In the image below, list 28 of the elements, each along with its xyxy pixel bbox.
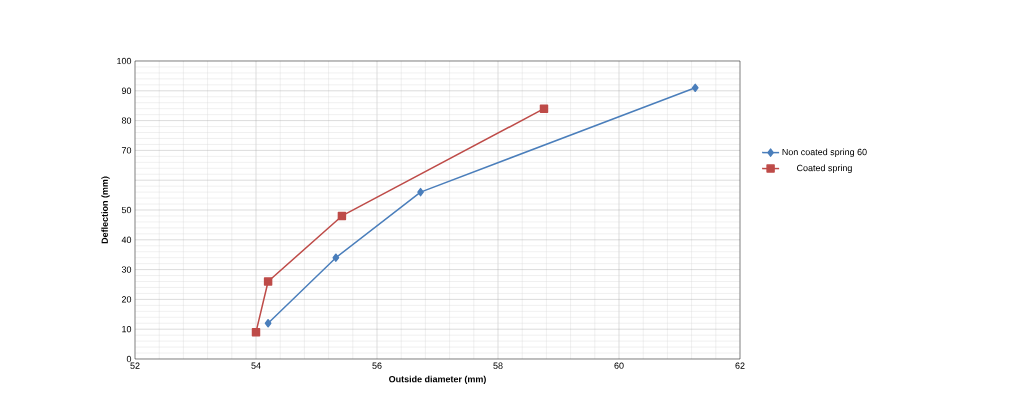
point [263,277,273,286]
y-tick-label: 40 [121,236,132,243]
legend-label: Coated spring [797,164,852,173]
x-tick-label: 60 [614,362,624,369]
x-tick-label: 54 [251,362,261,369]
x-tick-label: 58 [493,362,503,369]
y-tick-label: 30 [121,266,132,273]
y-tick-label: 90 [121,87,132,94]
y-tick-label: 70 [121,147,132,154]
x-tick-label: 62 [735,362,745,369]
y-tick-label: 50 [121,206,132,214]
x-tick-label: 56 [372,362,382,369]
x-tick-label: 52 [130,362,140,369]
point [264,319,272,328]
point [251,327,261,337]
y-tick-label: 20 [121,296,132,303]
x-axis-title: Outside diameter (mm) [389,375,486,385]
legend-label: Non coated spring 60 [782,148,867,157]
y-tick-label: 80 [121,117,132,124]
point [417,187,424,197]
y-tick-label: 10 [122,326,132,333]
y-tick-label: 100 [117,57,132,65]
point [337,211,347,221]
y-tick-label: 0 [126,355,132,363]
point [691,83,699,93]
y-axis-title: Deflection (mm) [101,176,110,244]
point [539,104,549,113]
point [332,253,340,262]
